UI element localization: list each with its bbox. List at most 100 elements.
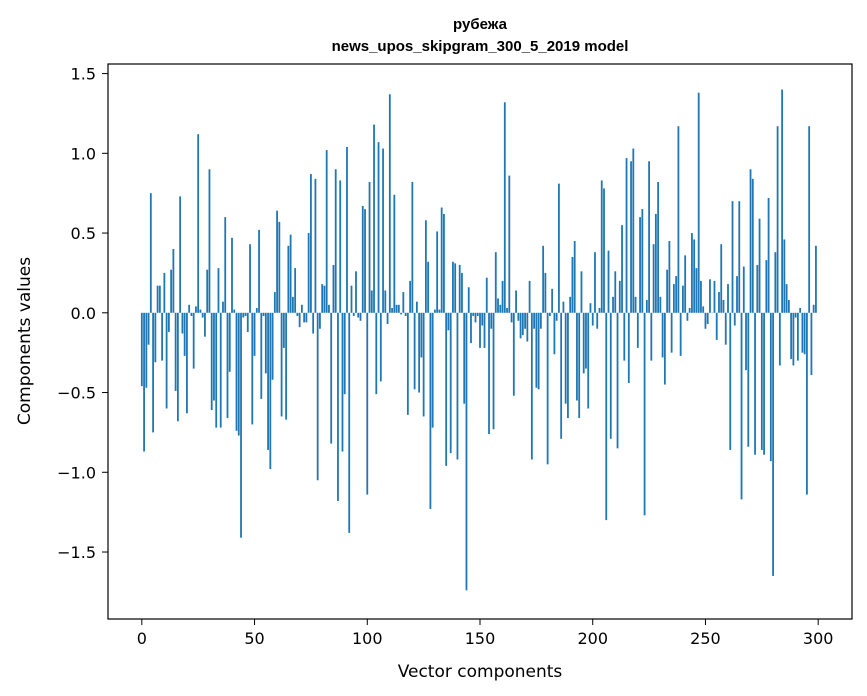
bar — [427, 261, 430, 313]
bar — [614, 271, 617, 313]
bar — [287, 245, 290, 313]
bar — [808, 126, 811, 313]
bar — [391, 308, 393, 313]
bar — [594, 252, 596, 313]
bar — [679, 312, 682, 356]
bar — [319, 312, 321, 329]
bar — [794, 312, 797, 318]
bar — [562, 301, 565, 313]
bar — [569, 296, 572, 313]
bar — [156, 285, 159, 313]
bar — [328, 304, 330, 313]
bar — [172, 249, 175, 313]
bar — [576, 312, 578, 401]
bar — [143, 312, 145, 452]
bar — [488, 312, 490, 434]
bar — [621, 225, 623, 313]
bar — [709, 279, 711, 313]
bar — [158, 285, 161, 313]
bar — [147, 312, 150, 345]
bar — [379, 312, 382, 382]
bar — [190, 312, 193, 316]
y-tick-label: 1.0 — [71, 144, 96, 163]
bar — [731, 201, 734, 313]
bar — [454, 263, 457, 313]
bar — [339, 180, 342, 313]
x-tick-label: 250 — [690, 629, 721, 648]
bar — [763, 312, 765, 455]
bar — [368, 182, 371, 313]
bar — [348, 312, 351, 533]
bar — [361, 205, 364, 313]
bar — [648, 161, 650, 313]
bar — [244, 312, 247, 316]
bar — [693, 239, 696, 313]
bar — [573, 241, 576, 313]
bar — [337, 312, 339, 501]
bar — [485, 277, 488, 313]
bar — [760, 312, 763, 450]
bar — [627, 312, 630, 383]
bar — [742, 266, 745, 313]
bar — [204, 312, 206, 337]
bar — [298, 312, 301, 328]
bar — [758, 218, 761, 313]
bar — [152, 312, 154, 433]
bar — [467, 287, 470, 313]
bar — [567, 312, 569, 419]
bar — [359, 312, 362, 321]
x-tick-label: 100 — [352, 629, 383, 648]
bar — [537, 312, 540, 390]
bar — [305, 312, 308, 323]
bar — [792, 312, 795, 366]
bar — [325, 150, 328, 313]
bar — [411, 182, 414, 313]
bar — [654, 213, 657, 313]
bar — [585, 312, 587, 369]
bar — [672, 284, 675, 313]
bar — [366, 312, 369, 495]
bar — [382, 148, 384, 313]
bar — [600, 180, 603, 313]
bar — [724, 312, 727, 345]
bar — [745, 312, 747, 371]
bar — [330, 312, 333, 444]
bar — [418, 312, 421, 393]
bar — [749, 169, 752, 313]
bar — [188, 304, 191, 313]
bar — [781, 89, 784, 313]
bar — [170, 269, 173, 313]
bar — [258, 229, 260, 313]
bar — [796, 312, 799, 361]
bar — [803, 312, 806, 355]
bar — [251, 312, 254, 425]
bar — [197, 134, 200, 313]
bar — [249, 244, 251, 313]
bar — [501, 280, 504, 313]
bar — [269, 312, 272, 470]
bar — [429, 312, 432, 509]
bar — [625, 158, 628, 313]
bar — [461, 272, 463, 313]
bar — [440, 207, 443, 313]
bar — [515, 290, 517, 313]
bar — [542, 245, 545, 313]
y-tick-label: −1.0 — [57, 463, 96, 482]
bar — [357, 312, 360, 318]
bar — [715, 312, 718, 340]
bar — [479, 312, 481, 348]
bar — [303, 312, 306, 323]
bar — [278, 221, 281, 313]
bar — [280, 312, 283, 417]
bar — [553, 312, 556, 355]
bar — [727, 284, 729, 313]
bar — [555, 312, 558, 321]
bar — [438, 309, 441, 313]
bar — [355, 271, 357, 313]
bar — [774, 252, 777, 313]
bar — [370, 290, 373, 313]
bar — [754, 312, 756, 455]
bar — [472, 312, 475, 316]
bar — [682, 285, 684, 313]
bar — [452, 261, 454, 313]
